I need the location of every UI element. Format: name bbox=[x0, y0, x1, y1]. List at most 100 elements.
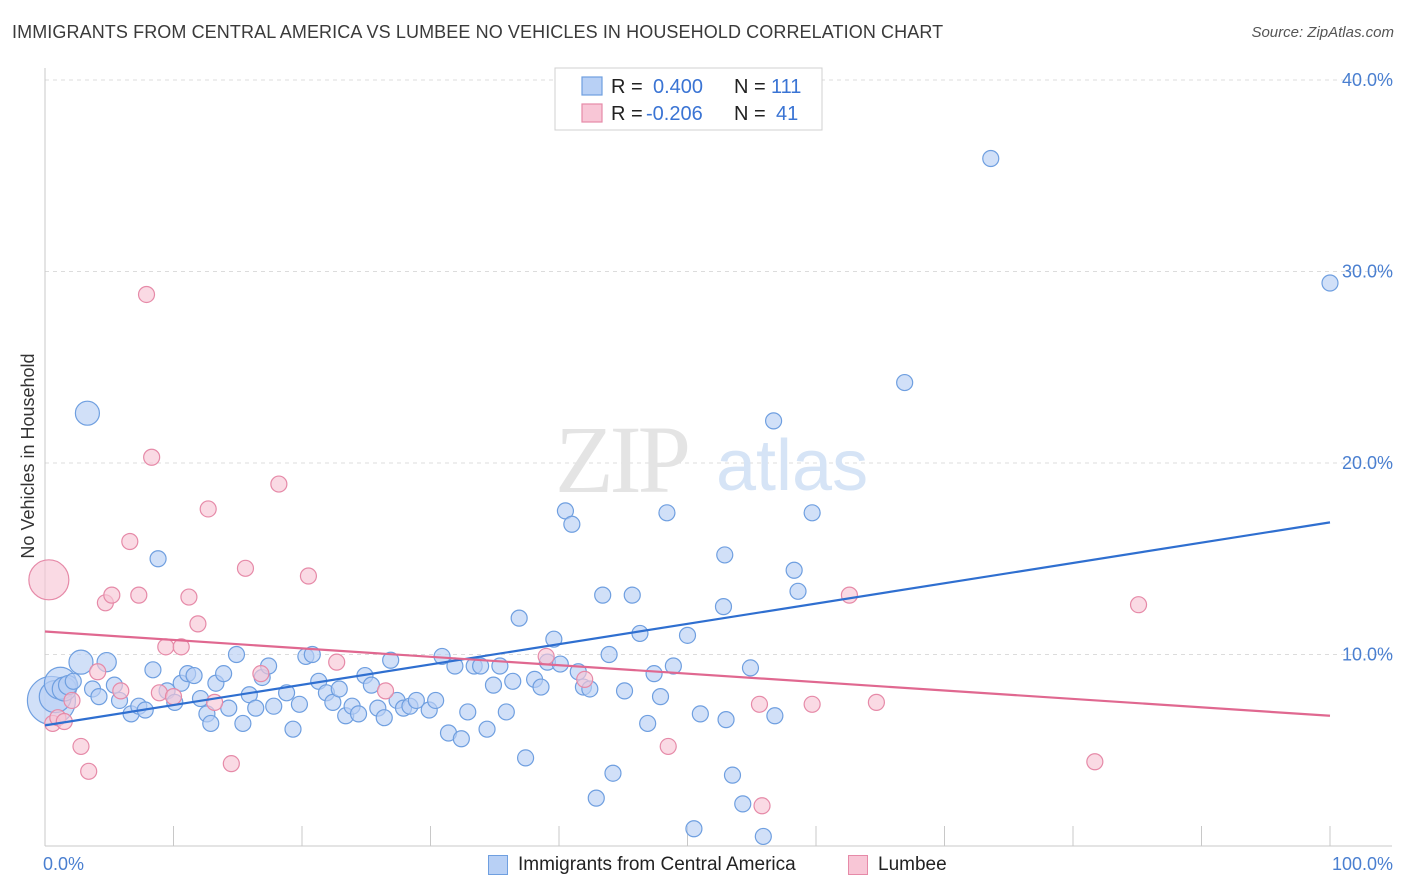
data-point-immigrants bbox=[452, 730, 470, 748]
data-point-immigrants bbox=[330, 680, 348, 698]
data-point-lumbee bbox=[63, 691, 81, 710]
data-point-immigrants bbox=[631, 624, 649, 643]
data-point-lumbee bbox=[80, 762, 98, 780]
data-point-lumbee bbox=[199, 500, 217, 518]
data-point-immigrants bbox=[604, 764, 622, 782]
data-point-lumbee bbox=[270, 475, 288, 493]
data-point-immigrants bbox=[594, 586, 612, 604]
data-point-immigrants bbox=[144, 661, 162, 679]
data-point-immigrants bbox=[764, 412, 783, 430]
data-point-immigrants bbox=[516, 749, 535, 767]
watermark-zip: ZIP bbox=[555, 406, 688, 513]
data-point-lumbee bbox=[137, 285, 156, 304]
data-point-lumbee bbox=[576, 670, 594, 688]
data-point-lumbee bbox=[659, 737, 677, 756]
legend-swatch-pink bbox=[848, 855, 868, 875]
data-point-immigrants bbox=[789, 582, 807, 600]
data-point-immigrants bbox=[563, 515, 581, 533]
data-point-immigrants bbox=[349, 705, 368, 723]
data-point-lumbee bbox=[299, 567, 318, 585]
data-point-lumbee bbox=[112, 682, 130, 700]
data-point-immigrants bbox=[678, 626, 697, 644]
data-point-immigrants bbox=[717, 711, 735, 729]
data-point-immigrants bbox=[478, 720, 496, 738]
data-point-lumbee bbox=[840, 586, 859, 604]
legend-item-lumbee[interactable]: Lumbee bbox=[848, 851, 947, 879]
data-point-immigrants bbox=[427, 691, 445, 710]
data-point-immigrants bbox=[68, 649, 94, 675]
data-point-immigrants bbox=[382, 651, 400, 669]
legend-label-immigrants: Immigrants from Central America bbox=[518, 854, 796, 875]
stats-r-label-1: R = bbox=[611, 76, 643, 98]
data-point-immigrants bbox=[191, 689, 210, 708]
data-point-lumbee bbox=[28, 559, 70, 601]
data-point-immigrants bbox=[639, 714, 657, 733]
data-point-immigrants bbox=[691, 705, 709, 723]
data-point-immigrants bbox=[645, 665, 663, 683]
data-point-lumbee bbox=[72, 737, 90, 756]
data-point-immigrants bbox=[741, 659, 760, 677]
data-point-lumbee bbox=[750, 695, 769, 713]
data-point-immigrants bbox=[234, 714, 252, 733]
data-point-immigrants bbox=[74, 400, 101, 426]
stats-n-value-1: 111 bbox=[771, 76, 801, 98]
data-point-lumbee bbox=[189, 615, 207, 633]
data-point-immigrants bbox=[303, 645, 321, 664]
stats-r-value-1: 0.400 bbox=[653, 76, 703, 98]
data-point-immigrants bbox=[504, 672, 522, 690]
data-point-immigrants bbox=[290, 695, 309, 713]
stats-legend-swatch-pink bbox=[581, 103, 603, 123]
y-tick-label: 30.0% bbox=[1342, 262, 1393, 282]
y-tick-label: 40.0% bbox=[1342, 70, 1393, 90]
data-point-immigrants bbox=[64, 672, 82, 690]
data-point-immigrants bbox=[265, 697, 283, 715]
data-point-immigrants bbox=[149, 550, 167, 568]
data-point-lumbee bbox=[376, 682, 395, 700]
data-point-immigrants bbox=[1321, 274, 1339, 292]
data-point-immigrants bbox=[484, 676, 503, 694]
stats-n-label-2: N = bbox=[734, 103, 766, 125]
data-point-lumbee bbox=[180, 588, 198, 606]
data-point-immigrants bbox=[714, 598, 733, 616]
data-point-lumbee bbox=[121, 532, 139, 551]
data-point-lumbee bbox=[150, 684, 168, 702]
data-point-lumbee bbox=[1086, 753, 1104, 771]
x-tick-labels: 0.0% 100.0% bbox=[43, 854, 1393, 874]
data-point-immigrants bbox=[227, 645, 246, 664]
data-point-immigrants bbox=[615, 682, 634, 700]
chart-source: Source: ZipAtlas.com bbox=[1251, 24, 1394, 41]
data-point-immigrants bbox=[785, 561, 803, 579]
stats-legend-swatch-blue bbox=[581, 76, 603, 96]
data-point-immigrants bbox=[803, 504, 821, 522]
series-lumbee-points bbox=[28, 285, 1148, 815]
data-point-immigrants bbox=[545, 630, 563, 648]
data-point-immigrants bbox=[766, 707, 784, 725]
data-point-immigrants bbox=[623, 586, 641, 604]
data-point-immigrants bbox=[459, 703, 477, 721]
data-point-immigrants bbox=[754, 827, 772, 846]
data-point-immigrants bbox=[532, 678, 550, 696]
data-point-immigrants bbox=[658, 504, 676, 522]
data-point-immigrants bbox=[685, 820, 703, 838]
data-point-lumbee bbox=[236, 559, 255, 577]
data-point-immigrants bbox=[472, 657, 490, 675]
data-point-lumbee bbox=[172, 638, 190, 656]
data-point-lumbee bbox=[537, 647, 555, 666]
data-point-lumbee bbox=[164, 688, 183, 706]
y-axis-title: No Vehicles in Household bbox=[18, 353, 38, 558]
data-point-lumbee bbox=[867, 693, 885, 711]
stats-legend: R = 0.400 N = 111 R = -0.206 N = 41 bbox=[554, 67, 823, 131]
data-point-immigrants bbox=[407, 691, 425, 710]
data-point-lumbee bbox=[103, 586, 121, 604]
data-point-immigrants bbox=[215, 665, 233, 683]
trend-line-immigrants bbox=[44, 521, 1331, 727]
trend-lines bbox=[44, 521, 1331, 727]
data-point-lumbee bbox=[328, 653, 346, 671]
data-point-immigrants bbox=[185, 666, 203, 685]
data-point-lumbee bbox=[222, 755, 240, 773]
stats-n-label-1: N = bbox=[734, 76, 766, 98]
stats-r-label-2: R = bbox=[611, 103, 643, 125]
legend-label-lumbee: Lumbee bbox=[878, 854, 947, 875]
legend-item-immigrants[interactable]: Immigrants from Central America bbox=[488, 851, 796, 879]
data-point-immigrants bbox=[716, 546, 734, 564]
